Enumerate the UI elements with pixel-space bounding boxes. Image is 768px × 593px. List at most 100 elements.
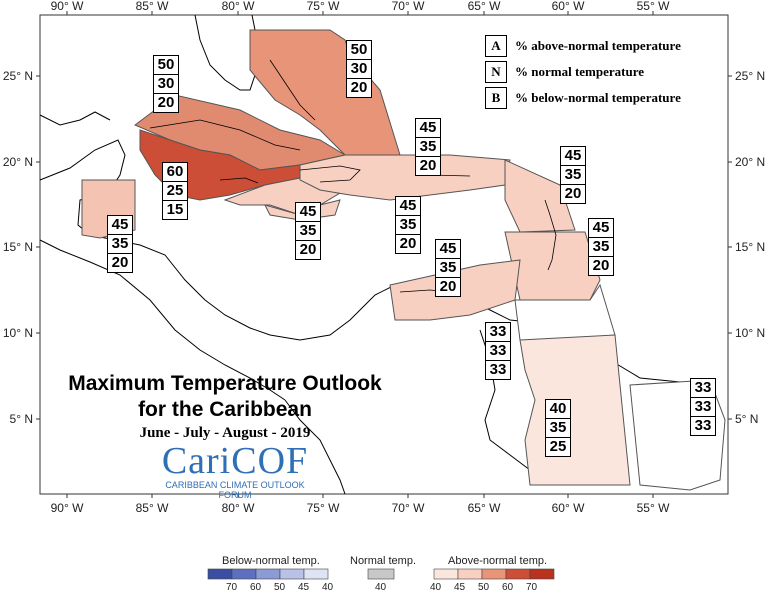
probability-box-abc-islands: 45 35 20: [435, 239, 461, 297]
above-swatch-70: [529, 568, 555, 580]
abn-key: A % above-normal temperature N % normal te…: [485, 35, 725, 113]
above-normal-value: 45: [588, 218, 614, 238]
logo-tagline: CARIBBEAN CLIMATE OUTLOOK FORUM: [165, 480, 305, 500]
normal-value: 35: [435, 258, 461, 278]
x-tick-label: 70° W: [392, 501, 425, 515]
normal-value: 30: [153, 74, 179, 94]
key-text: % below-normal temperature: [515, 90, 681, 105]
below-label: 60: [250, 582, 262, 593]
y-tick-label: 20° N: [735, 155, 765, 169]
normal-value: 33: [690, 397, 716, 417]
probability-box-haiti-west: 45 35 20: [295, 202, 321, 260]
normal-label: 40: [375, 582, 387, 593]
above-label: 70: [526, 582, 538, 593]
below-normal-value: 20: [435, 277, 461, 297]
map-period: June - July - August - 2019: [139, 425, 311, 441]
probability-box-leeward: 45 35 20: [560, 146, 586, 204]
above-label: 45: [454, 582, 466, 593]
below-label: 70: [226, 582, 238, 593]
x-ticks-bottom: [66, 494, 654, 498]
below-normal-value: 20: [107, 253, 133, 273]
above-normal-value: 33: [690, 378, 716, 398]
below-normal-swatches: [207, 568, 329, 580]
y-tick-label: 15° N: [3, 240, 33, 254]
below-label: 50: [274, 582, 286, 593]
below-swatch-70: [207, 568, 233, 580]
probability-box-bahamas: 50 30 20: [346, 40, 372, 98]
probability-box-french-guiana: 33 33 33: [690, 378, 716, 436]
below-swatch-60: [231, 568, 257, 580]
below-normal-value: 20: [560, 184, 586, 204]
above-swatch-60: [505, 568, 531, 580]
x-tick-label: 65° W: [468, 0, 501, 13]
x-tick-label: 55° W: [637, 501, 670, 515]
map-title-line2: for the Caribbean: [138, 398, 312, 421]
above-normal-value: 50: [346, 40, 372, 60]
above-normal-value: 45: [435, 239, 461, 259]
colombia-interior: [284, 399, 346, 495]
x-tick-label: 60° W: [552, 501, 585, 515]
normal-value: 35: [588, 237, 614, 257]
key-text: % normal temperature: [515, 64, 645, 79]
y-tick-label: 15° N: [735, 240, 765, 254]
below-normal-value: 25: [545, 437, 571, 457]
above-normal-value: 40: [545, 399, 571, 419]
mexico-gulf: [39, 111, 111, 126]
probability-box-greater-antilles-east: 45 35 20: [395, 196, 421, 254]
probability-box-jamaica-cayman: 60 25 15: [162, 162, 188, 220]
below-normal-value: 20: [588, 256, 614, 276]
key-letter: B: [485, 87, 507, 109]
pacific-coast: [39, 239, 286, 401]
region-guyana: [519, 334, 631, 486]
y-tick-labels-right: 25° N 20° N 15° N 10° N 5° N: [735, 69, 765, 426]
region-windward: [504, 231, 601, 301]
colorbar: [207, 568, 555, 580]
normal-value: 35: [395, 215, 421, 235]
x-tick-labels-top: 90° W 85° W 80° W 75° W 70° W 65° W 60° …: [51, 0, 670, 13]
x-tick-label: 55° W: [637, 0, 670, 13]
key-text: % above-normal temperature: [515, 38, 681, 53]
x-tick-label: 85° W: [136, 0, 169, 13]
above-normal-value: 45: [395, 196, 421, 216]
below-normal-value: 20: [153, 93, 179, 113]
below-normal-value: 33: [485, 360, 511, 380]
above-swatch-45: [457, 568, 483, 580]
probability-box-trinidad: 33 33 33: [485, 322, 511, 380]
y-tick-label: 25° N: [3, 69, 33, 83]
above-normal-value: 33: [485, 322, 511, 342]
x-tick-label: 90° W: [51, 0, 84, 13]
normal-value: 35: [295, 221, 321, 241]
x-tick-label: 65° W: [468, 501, 501, 515]
normal-value: 25: [162, 181, 188, 201]
below-normal-value: 33: [690, 416, 716, 436]
normal-value: 33: [485, 341, 511, 361]
above-normal-value: 45: [415, 118, 441, 138]
below-normal-colorbar-title: Below-normal temp.: [222, 555, 320, 567]
x-tick-label: 90° W: [51, 501, 84, 515]
above-swatch-40: [433, 568, 459, 580]
x-tick-label: 70° W: [392, 0, 425, 13]
y-tick-label: 5° N: [735, 412, 758, 426]
probability-box-cuba-west: 50 30 20: [153, 55, 179, 113]
normal-value: 35: [545, 418, 571, 438]
below-normal-value: 20: [346, 78, 372, 98]
below-normal-value: 15: [162, 200, 188, 220]
logo-wordmark: CariCOF: [161, 440, 309, 482]
y-tick-label: 10° N: [735, 326, 765, 340]
above-normal-value: 60: [162, 162, 188, 182]
y-ticks: [36, 75, 732, 420]
above-normal-value: 50: [153, 55, 179, 75]
above-normal-colorbar-title: Above-normal temp.: [448, 555, 548, 567]
x-tick-label: 75° W: [307, 501, 340, 515]
y-tick-label: 5° N: [10, 412, 33, 426]
above-label: 50: [478, 582, 490, 593]
normal-value: 35: [107, 234, 133, 254]
probability-box-belize: 45 35 20: [107, 215, 133, 273]
above-label: 60: [502, 582, 514, 593]
x-ticks-top: [66, 11, 654, 15]
above-normal-value: 45: [560, 146, 586, 166]
above-normal-value: 45: [295, 202, 321, 222]
above-swatch-50: [481, 568, 507, 580]
region-leeward: [504, 159, 576, 233]
x-tick-labels-bottom: 90° W 85° W 80° W 75° W 70° W 65° W 60° …: [51, 501, 670, 515]
